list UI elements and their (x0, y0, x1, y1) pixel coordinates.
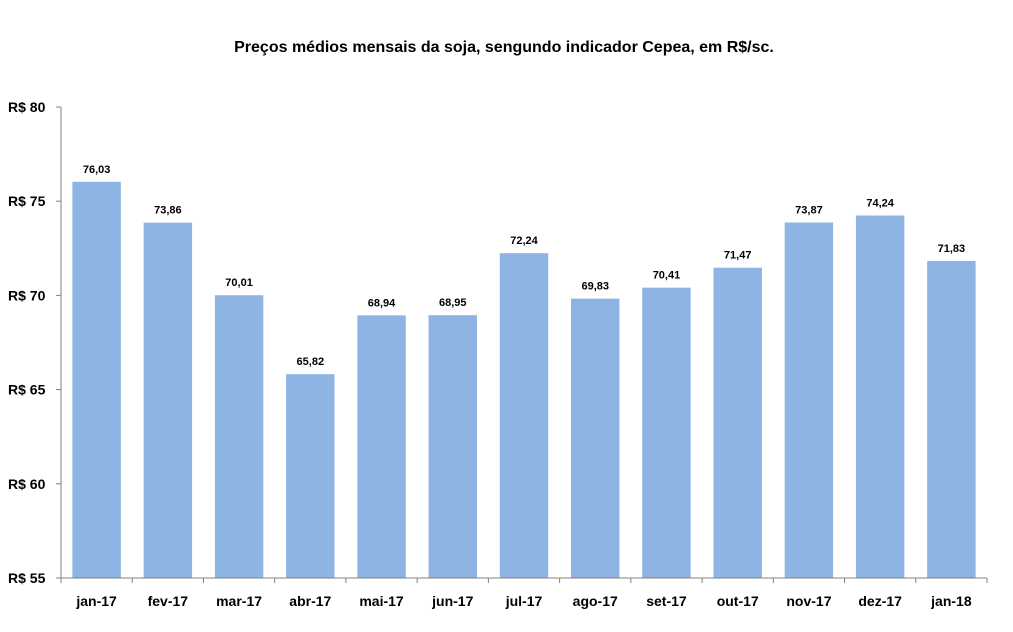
data-label-out-17: 71,47 (724, 250, 752, 262)
bar-fev-17 (143, 222, 193, 578)
data-label-dez-17: 74,24 (866, 198, 894, 210)
bar-jul-17 (499, 253, 549, 578)
data-label-jun-17: 68,95 (439, 297, 467, 309)
bar-jan-18 (927, 260, 976, 578)
y-tick-label: R$ 55 (8, 570, 46, 586)
x-tick-label-fev-17: fev-17 (148, 593, 189, 609)
y-tick-label: R$ 80 (8, 99, 46, 115)
bar-dez-17 (855, 215, 905, 578)
data-label-set-17: 70,41 (653, 270, 681, 282)
bars (72, 181, 976, 578)
x-axis: jan-17 fev-17 mar-17 abr-17 mai-17 jun-17 jul-… (60, 577, 988, 609)
x-tick-label-abr-17: abr-17 (289, 593, 331, 609)
x-tick-label-jan-17: jan-17 (75, 593, 117, 609)
y-tick-label: R$ 60 (8, 476, 46, 492)
bar-mai-17 (357, 315, 406, 578)
bar-out-17 (713, 267, 762, 578)
x-tick-label-nov-17: nov-17 (786, 593, 831, 609)
x-tick-label-out-17: out-17 (717, 593, 759, 609)
bar-jun-17 (428, 315, 477, 578)
bar-set-17 (642, 287, 691, 578)
x-tick-label-mar-17: mar-17 (216, 593, 262, 609)
x-tick-label-dez-17: dez-17 (858, 593, 902, 609)
x-tick-label-jan-18: jan-18 (930, 593, 972, 609)
x-tick-label-jul-17: jul-17 (505, 593, 543, 609)
data-label-nov-17: 73,87 (795, 204, 823, 216)
data-labels: 76,03 73,86 70,01 65,82 68,94 68,95 72,24 69,83… (83, 164, 965, 368)
bar-abr-17 (286, 374, 335, 578)
x-tick-label-mai-17: mai-17 (359, 593, 404, 609)
y-tick-label: R$ 70 (8, 287, 46, 303)
data-label-jul-17: 72,24 (510, 235, 538, 247)
data-label-mar-17: 70,01 (225, 277, 253, 289)
data-label-abr-17: 65,82 (297, 356, 325, 368)
bar-jan-17 (72, 181, 121, 578)
data-label-jan-17: 76,03 (83, 164, 111, 176)
data-label-fev-17: 73,86 (154, 205, 182, 217)
data-label-jan-18: 71,83 (938, 243, 966, 255)
data-label-ago-17: 69,83 (581, 281, 609, 293)
y-axis: R$ 55 R$ 60 R$ 65 R$ 70 R$ 75 R$ 80 (8, 99, 62, 586)
x-tick-label-set-17: set-17 (646, 593, 687, 609)
data-label-mai-17: 68,94 (368, 297, 396, 309)
chart-title: Preços médios mensais da soja, sengundo … (234, 39, 774, 56)
bar-ago-17 (571, 298, 620, 578)
y-tick-label: R$ 75 (8, 193, 46, 209)
x-tick-label-ago-17: ago-17 (573, 593, 618, 609)
y-tick-label: R$ 65 (8, 382, 46, 398)
bar-nov-17 (784, 222, 834, 578)
bar-mar-17 (214, 295, 264, 578)
x-tick-label-jun-17: jun-17 (431, 593, 473, 609)
